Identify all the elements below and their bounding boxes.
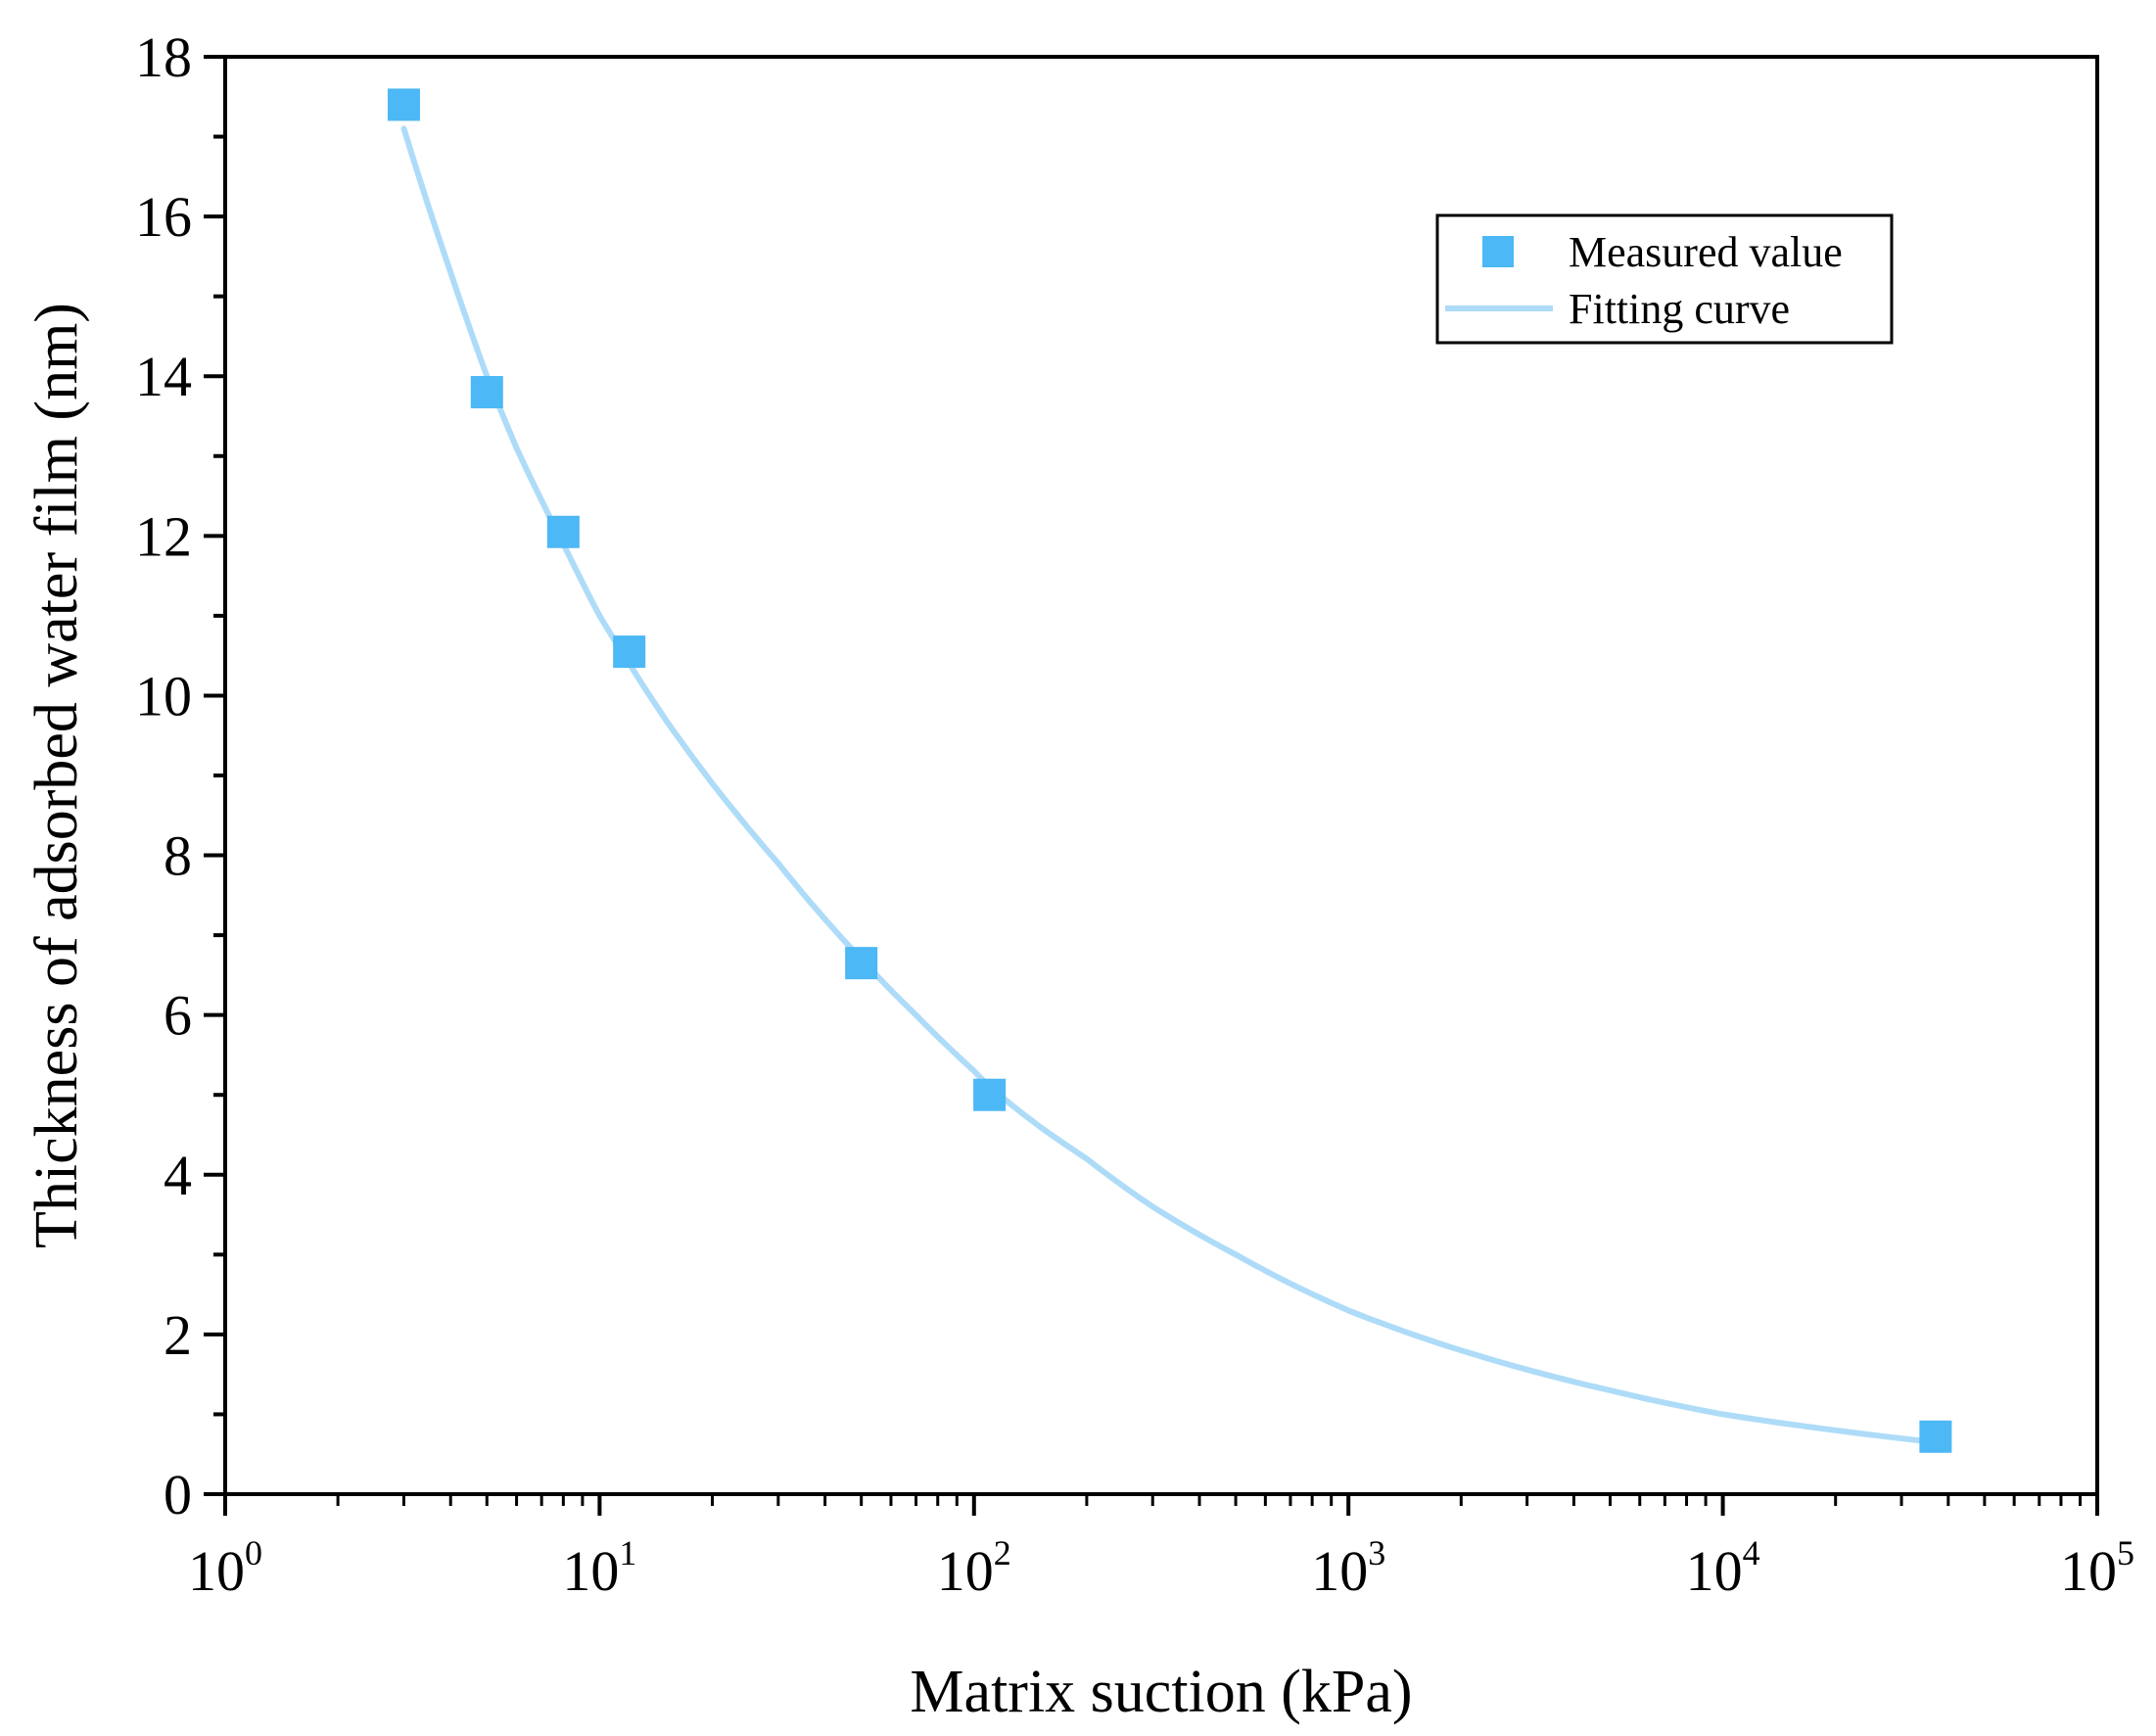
y-tick-label: 6 (164, 984, 192, 1048)
x-tick-label: 103 (1311, 1533, 1385, 1603)
measured-value-point (845, 947, 878, 980)
y-tick-label: 2 (164, 1303, 192, 1367)
x-tick-base: 10 (188, 1539, 245, 1603)
x-tick-exponent: 5 (2117, 1533, 2134, 1572)
measured-value-point (546, 515, 580, 548)
y-tick-label: 4 (164, 1144, 192, 1207)
x-tick-base: 10 (562, 1539, 619, 1603)
measured-markers-layer (387, 88, 1952, 1453)
x-axis: 100 101 102 103 104 105 (188, 1494, 2134, 1603)
y-tick-label: 16 (135, 185, 192, 249)
x-tick-exponent: 0 (245, 1533, 262, 1572)
measured-value-point (613, 635, 646, 669)
y-tick-label: 18 (135, 25, 192, 89)
x-tick-base: 10 (1311, 1539, 1368, 1603)
x-tick-exponent: 1 (619, 1533, 636, 1572)
y-tick-label: 12 (135, 504, 192, 568)
y-axis-title: Thickness of adsorbed water film (nm) (23, 303, 90, 1248)
legend: Measured value Fitting curve (1435, 213, 1894, 345)
legend-marker-swatch (1482, 236, 1514, 267)
x-tick-label: 102 (937, 1533, 1011, 1603)
measured-value-point (973, 1078, 1007, 1111)
x-tick-label: 105 (2060, 1533, 2134, 1603)
x-tick-exponent: 3 (1368, 1533, 1385, 1572)
y-tick-label: 0 (164, 1463, 192, 1526)
legend-label: Fitting curve (1569, 285, 1790, 333)
x-tick-label: 101 (562, 1533, 636, 1603)
y-axis: 0 2 4 6 8 10 12 14 16 18 (135, 25, 225, 1526)
measured-value-point (1919, 1420, 1952, 1453)
measured-value-point (470, 376, 503, 409)
y-tick-label: 8 (164, 824, 192, 888)
y-tick-label: 14 (135, 345, 192, 408)
x-tick-base: 10 (937, 1539, 994, 1603)
x-axis-title: Matrix suction (kPa) (910, 1659, 1412, 1725)
x-tick-exponent: 2 (994, 1533, 1011, 1572)
x-tick-label: 100 (188, 1533, 262, 1603)
measured-value-point (387, 88, 420, 121)
y-tick-label: 10 (135, 664, 192, 727)
x-tick-base: 10 (2060, 1539, 2117, 1603)
legend-label: Measured value (1569, 228, 1843, 276)
x-tick-label: 104 (1686, 1533, 1760, 1603)
x-tick-exponent: 4 (1743, 1533, 1760, 1572)
x-tick-base: 10 (1686, 1539, 1743, 1603)
